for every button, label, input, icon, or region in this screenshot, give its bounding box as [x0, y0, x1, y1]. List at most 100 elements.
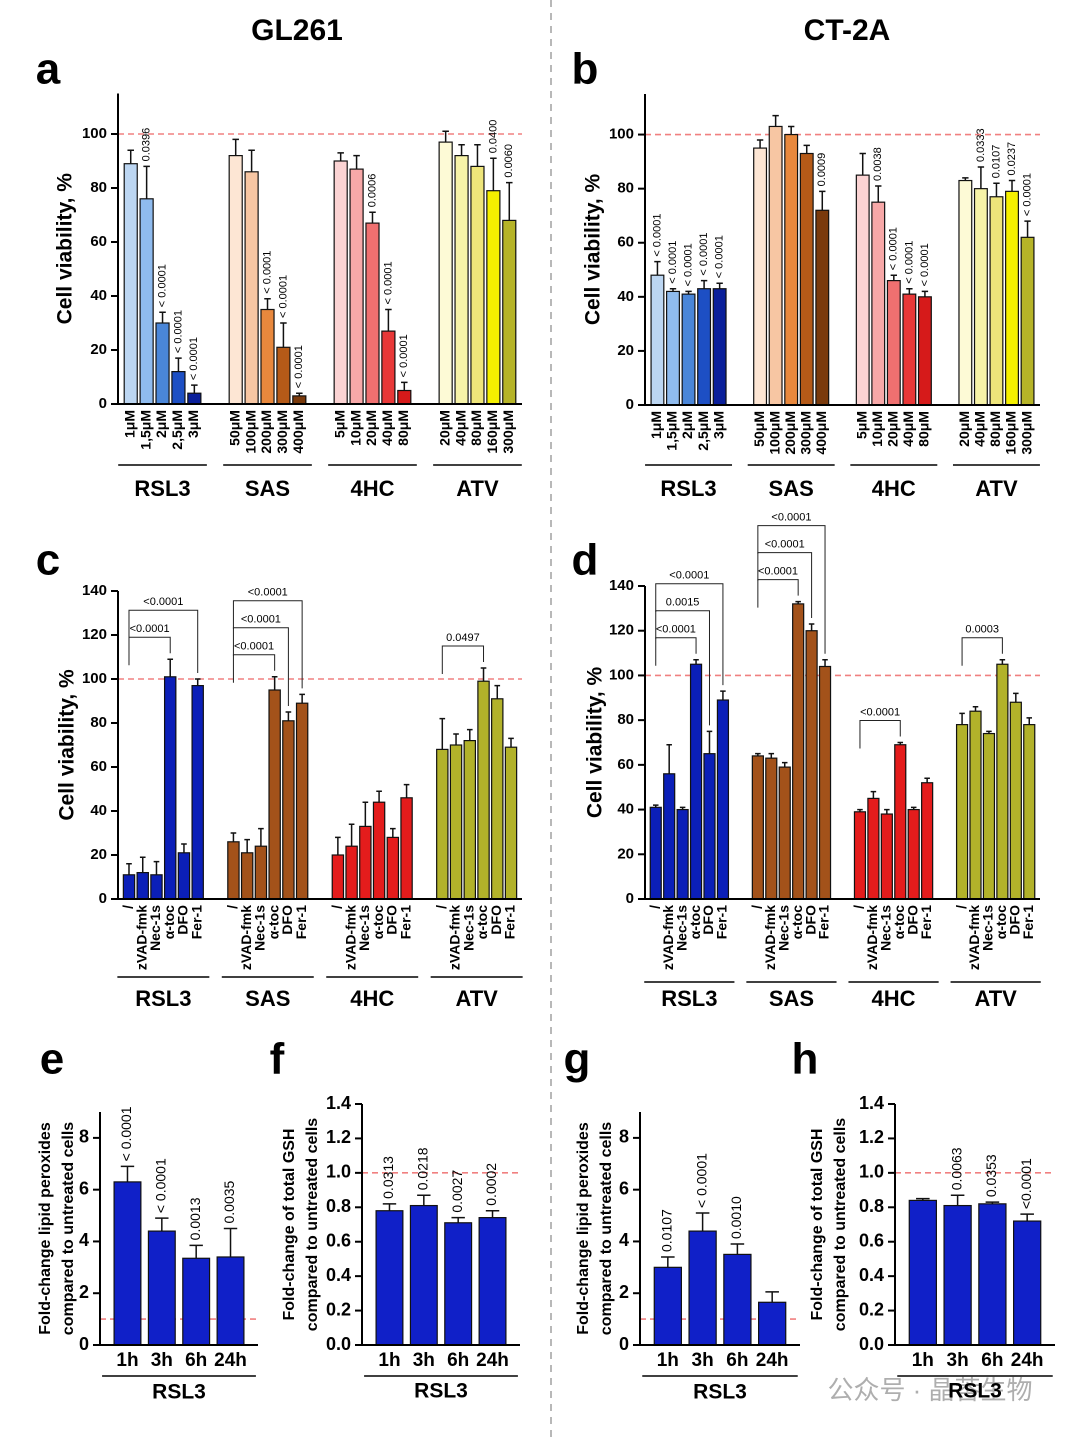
- x-tick-label: 24h: [214, 1350, 247, 1371]
- error-bar: [959, 712, 965, 725]
- x-tick-label: 40μM: [379, 410, 395, 446]
- x-tick-label: 3h: [692, 1350, 714, 1371]
- x-tick-label: 24h: [476, 1350, 509, 1371]
- panel-letter: c: [36, 536, 60, 585]
- x-tick-label: 200μM: [782, 411, 798, 455]
- error-bar: [232, 138, 239, 156]
- x-tick-label: 10μM: [869, 411, 885, 447]
- error-bar: [924, 777, 930, 783]
- error-bar: [906, 287, 913, 295]
- significance-bracket: [232, 627, 289, 706]
- error-bar: [458, 144, 465, 156]
- error-bar: [768, 752, 775, 759]
- panel-letter: e: [40, 1035, 64, 1084]
- bracket-label: <0.0001: [234, 641, 274, 653]
- p-value: 0.0035: [221, 1180, 237, 1223]
- x-tick-label: 300μM: [797, 411, 813, 455]
- bar: [150, 874, 163, 900]
- p-value: < 0.0001: [153, 1158, 169, 1213]
- bar: [449, 744, 463, 900]
- x-tick-label: zVAD-fmk: [342, 905, 358, 970]
- error-bar: [453, 733, 459, 745]
- bar: [723, 1253, 752, 1346]
- significance-bracket: [757, 579, 799, 608]
- y-tick-label: 0: [619, 1334, 629, 1354]
- bar: [653, 1266, 682, 1346]
- p-value: < 0.0001: [261, 251, 273, 294]
- bar: [765, 757, 778, 900]
- y-axis-label: compared to untreated cells: [304, 1118, 321, 1331]
- p-value: < 0.0001: [118, 1106, 134, 1161]
- panel-letter: f: [270, 1035, 285, 1084]
- x-tick-label: DFO: [279, 905, 295, 935]
- significance-bracket: [441, 645, 485, 674]
- bar: [751, 755, 764, 900]
- x-tick-label: 3h: [413, 1350, 435, 1371]
- error-bar: [993, 182, 1000, 197]
- p-value: 0.0353: [983, 1154, 999, 1197]
- error-bar: [695, 1212, 710, 1232]
- error-bar: [910, 806, 917, 810]
- bar: [799, 152, 814, 406]
- x-tick-label: /: [224, 905, 240, 909]
- bar: [477, 680, 490, 900]
- group-label: 4HC: [872, 986, 916, 1011]
- bar: [227, 841, 240, 900]
- axes: [117, 93, 522, 405]
- bar: [397, 389, 412, 405]
- p-value: < 0.0001: [698, 232, 710, 275]
- x-tick-label: 40μM: [900, 411, 916, 447]
- axes: [644, 94, 1040, 406]
- error-bar: [772, 114, 779, 127]
- x-tick-label: zVAD-fmk: [238, 905, 254, 970]
- bar: [753, 147, 768, 406]
- x-tick-label: 20μM: [885, 411, 901, 447]
- error-bar: [390, 827, 396, 838]
- bar: [996, 663, 1009, 900]
- error-bar: [716, 282, 723, 289]
- bar: [982, 732, 996, 900]
- bar: [880, 813, 893, 900]
- y-tick-label: 80: [90, 714, 107, 731]
- error-bar: [485, 1209, 500, 1218]
- bar: [1020, 236, 1035, 406]
- group-label: ATV: [975, 476, 1018, 501]
- x-tick-label: /: [120, 905, 136, 909]
- group-label: RSL3: [134, 476, 190, 501]
- bar: [778, 766, 791, 900]
- bar: [989, 196, 1004, 406]
- p-value: < 0.0001: [693, 1153, 709, 1208]
- y-tick-label: 0.6: [326, 1230, 351, 1250]
- x-tick-label: 1,5μM: [664, 411, 680, 451]
- error-bar: [280, 322, 287, 348]
- y-tick-label: 20: [617, 845, 634, 862]
- error-bar: [376, 790, 382, 803]
- bar: [375, 1210, 404, 1346]
- x-tick-label: Nec-1s: [356, 905, 372, 951]
- p-value: <0.0001: [1018, 1158, 1034, 1209]
- bar: [792, 603, 805, 900]
- x-tick-label: 5μM: [331, 410, 347, 438]
- bar: [187, 392, 202, 405]
- y-axis-label: compared to untreated cells: [60, 1122, 77, 1335]
- error-bar: [159, 311, 166, 323]
- error-bar: [348, 823, 355, 847]
- x-tick-label: DFO: [1007, 905, 1023, 935]
- x-tick-label: zVAD-fmk: [762, 905, 778, 970]
- x-tick-label: Nec-1s: [878, 905, 894, 951]
- p-value: < 0.0001: [888, 227, 900, 270]
- y-tick-label: 100: [609, 126, 634, 143]
- y-tick-label: 140: [82, 582, 107, 599]
- significance-bracket: [655, 637, 697, 666]
- p-value: 0.0107: [659, 1209, 675, 1252]
- error-bar: [153, 860, 160, 875]
- x-tick-label: DFO: [700, 905, 716, 935]
- x-tick-label: 1h: [116, 1350, 138, 1371]
- y-axis-label: Cell viability, %: [582, 174, 605, 326]
- bar: [867, 797, 880, 900]
- x-tick-label: 1,5μM: [137, 410, 153, 450]
- group-label: RSL3: [660, 476, 716, 501]
- y-tick-label: 0: [99, 890, 107, 907]
- bar: [902, 293, 917, 406]
- bar: [853, 811, 867, 900]
